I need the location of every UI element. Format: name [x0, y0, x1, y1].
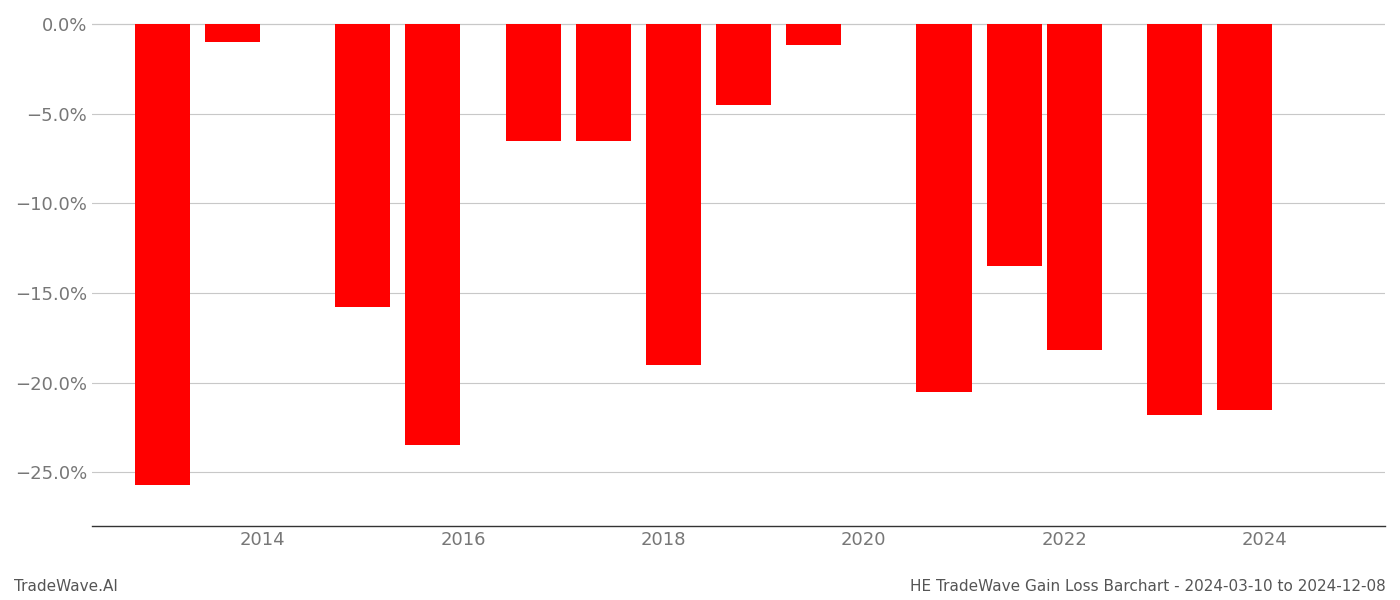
Text: HE TradeWave Gain Loss Barchart - 2024-03-10 to 2024-12-08: HE TradeWave Gain Loss Barchart - 2024-0… [910, 579, 1386, 594]
Bar [406, 24, 461, 445]
Bar [1217, 24, 1273, 410]
Bar [575, 24, 631, 140]
Bar [1147, 24, 1203, 415]
Bar [1047, 24, 1102, 350]
Bar [134, 24, 190, 485]
Bar [787, 24, 841, 46]
Bar [204, 24, 260, 42]
Bar [987, 24, 1042, 266]
Bar [505, 24, 560, 140]
Bar [715, 24, 771, 104]
Bar [335, 24, 391, 307]
Text: TradeWave.AI: TradeWave.AI [14, 579, 118, 594]
Bar [645, 24, 701, 365]
Bar [917, 24, 972, 392]
